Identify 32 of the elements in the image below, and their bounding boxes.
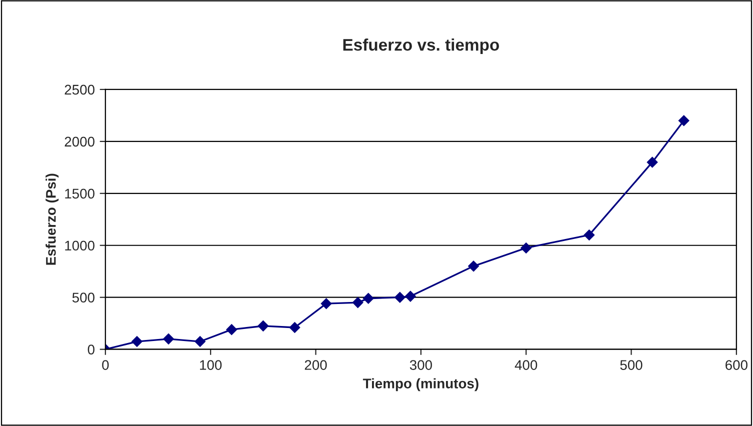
x-tick-label: 200 [304,360,327,370]
chart-title: Esfuerzo vs. tiempo [343,38,500,54]
point [258,320,269,332]
x-tick-label: 300 [410,360,432,370]
x-axis-title: Tiempo (minutos) [362,378,478,392]
point [678,115,690,126]
y-tick-label: 2500 [64,84,94,95]
point [226,324,238,335]
y-axis-title: Esfuerzo (Psi) [46,174,59,265]
point [584,230,595,240]
y-tick-label: 1000 [65,240,94,251]
point [320,298,332,310]
point [646,156,658,168]
point [520,242,532,254]
x-tick-label: 0 [102,360,109,370]
x-tick-label: 100 [200,360,222,370]
point [352,297,364,308]
point [194,336,206,347]
point [132,336,142,347]
point [289,322,300,333]
x-tick-label: 600 [726,360,748,370]
y-tick-label: 2000 [64,136,94,147]
y-tick-label: 500 [72,292,94,303]
point [163,333,174,344]
x-tick-label: 400 [514,360,538,370]
point [404,290,416,302]
point [468,260,479,272]
y-tick-label: 0 [88,344,94,354]
point [394,292,406,303]
x-tick-label: 500 [620,360,642,370]
point [362,292,374,304]
y-tick-label: 1500 [65,188,94,199]
